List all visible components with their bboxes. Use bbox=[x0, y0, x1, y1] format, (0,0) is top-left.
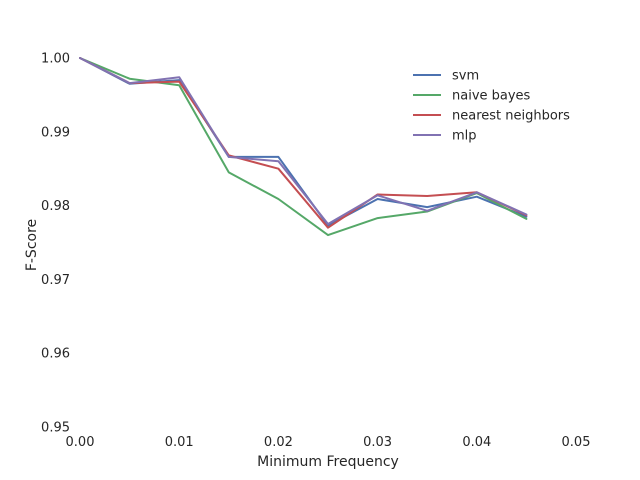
y-tick-label: 0.95 bbox=[41, 421, 70, 436]
y-tick-label: 0.96 bbox=[41, 347, 70, 362]
legend-label: svm bbox=[452, 69, 479, 84]
x-tick-label: 0.02 bbox=[264, 435, 293, 450]
y-tick-label: 0.99 bbox=[41, 125, 70, 140]
x-tick-label: 0.00 bbox=[66, 435, 95, 450]
x-tick-label: 0.05 bbox=[562, 435, 591, 450]
x-tick-label: 0.03 bbox=[363, 435, 392, 450]
legend: svm naive bayes nearest neighbors mlp bbox=[413, 69, 570, 144]
series-lines bbox=[79, 57, 528, 237]
series-line-mlp bbox=[79, 57, 528, 225]
legend-label: nearest neighbors bbox=[452, 109, 570, 124]
x-axis-ticks: 0.00 0.01 0.02 0.03 0.04 0.05 bbox=[66, 435, 591, 450]
series-line-naive-bayes bbox=[79, 57, 528, 237]
x-tick-label: 0.04 bbox=[462, 435, 491, 450]
legend-label: naive bayes bbox=[452, 89, 531, 104]
y-axis-label: F-Score bbox=[24, 219, 40, 271]
x-tick-label: 0.01 bbox=[165, 435, 194, 450]
y-axis-ticks: 0.95 0.96 0.97 0.98 0.99 1.00 bbox=[41, 52, 70, 436]
legend-label: mlp bbox=[452, 129, 477, 144]
series-line-nearest-neighbors bbox=[79, 57, 528, 229]
y-tick-label: 1.00 bbox=[41, 52, 70, 67]
y-tick-label: 0.98 bbox=[41, 199, 70, 214]
x-axis-label: Minimum Frequency bbox=[257, 454, 399, 470]
y-tick-label: 0.97 bbox=[41, 273, 70, 288]
